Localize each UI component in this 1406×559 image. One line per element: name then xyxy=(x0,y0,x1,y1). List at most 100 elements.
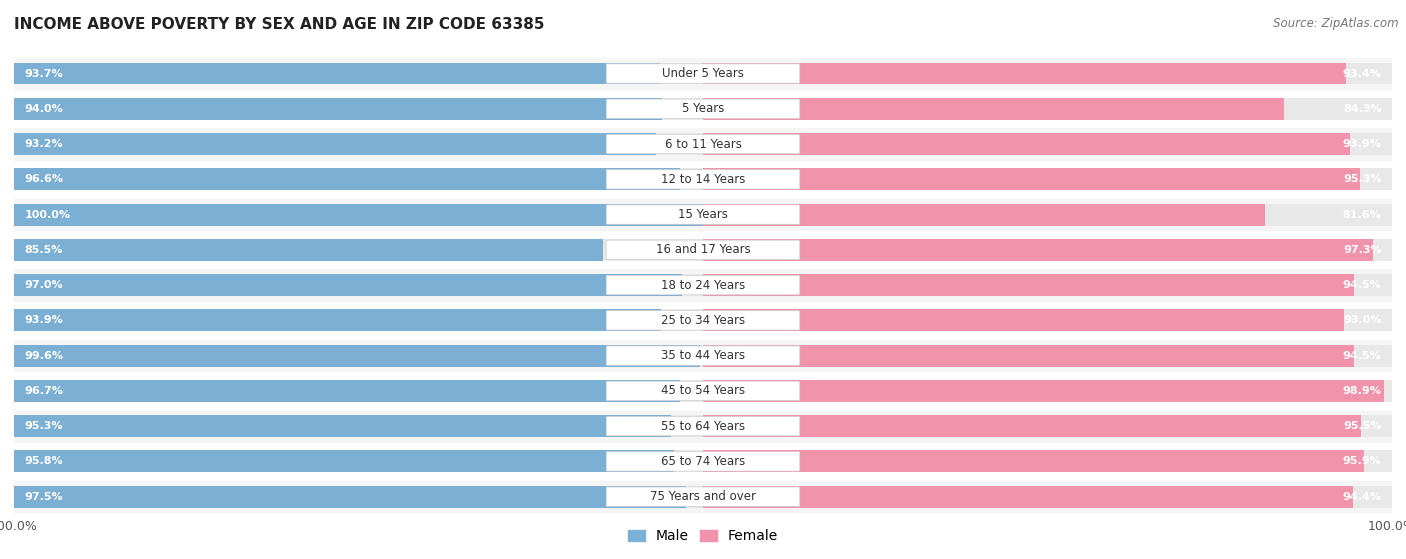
Bar xyxy=(14,168,1392,190)
Bar xyxy=(14,409,1392,444)
Text: 93.9%: 93.9% xyxy=(1343,139,1382,149)
Bar xyxy=(14,415,671,437)
Text: 94.5%: 94.5% xyxy=(1343,280,1382,290)
Bar xyxy=(14,63,659,84)
Bar xyxy=(703,486,1354,508)
FancyBboxPatch shape xyxy=(606,311,800,330)
FancyBboxPatch shape xyxy=(606,487,800,506)
Bar xyxy=(14,451,1392,472)
Bar xyxy=(14,133,657,155)
FancyBboxPatch shape xyxy=(606,99,800,119)
Bar xyxy=(703,380,1385,402)
Bar xyxy=(14,162,1392,197)
Bar xyxy=(14,345,700,367)
Bar xyxy=(14,380,681,402)
Text: 94.5%: 94.5% xyxy=(1343,350,1382,361)
Bar xyxy=(14,98,1392,120)
Bar xyxy=(703,98,1284,120)
Text: 99.6%: 99.6% xyxy=(24,350,63,361)
Bar xyxy=(14,203,703,225)
Bar xyxy=(703,239,1374,260)
Bar xyxy=(14,486,686,508)
Bar xyxy=(14,63,1392,84)
Text: INCOME ABOVE POVERTY BY SEX AND AGE IN ZIP CODE 63385: INCOME ABOVE POVERTY BY SEX AND AGE IN Z… xyxy=(14,17,544,32)
FancyBboxPatch shape xyxy=(606,276,800,295)
Text: 93.7%: 93.7% xyxy=(24,69,63,78)
Bar xyxy=(14,56,1392,91)
Text: 100.0%: 100.0% xyxy=(24,210,70,220)
Text: 95.8%: 95.8% xyxy=(24,456,63,466)
Text: 12 to 14 Years: 12 to 14 Years xyxy=(661,173,745,186)
FancyBboxPatch shape xyxy=(606,452,800,471)
Text: 35 to 44 Years: 35 to 44 Years xyxy=(661,349,745,362)
Bar xyxy=(14,239,603,260)
Text: 97.3%: 97.3% xyxy=(1343,245,1382,255)
Text: 96.7%: 96.7% xyxy=(24,386,63,396)
Bar xyxy=(14,274,1392,296)
FancyBboxPatch shape xyxy=(606,64,800,83)
Bar xyxy=(14,479,1392,514)
Bar xyxy=(14,310,1392,331)
Bar xyxy=(14,380,1392,402)
FancyBboxPatch shape xyxy=(606,346,800,366)
Bar xyxy=(14,203,1392,225)
Bar xyxy=(703,133,1350,155)
FancyBboxPatch shape xyxy=(606,205,800,224)
Bar xyxy=(14,274,682,296)
Bar xyxy=(14,303,1392,338)
FancyBboxPatch shape xyxy=(606,416,800,436)
Text: 95.9%: 95.9% xyxy=(1343,456,1382,466)
Text: 98.9%: 98.9% xyxy=(1343,386,1382,396)
Bar xyxy=(14,168,679,190)
Bar xyxy=(14,345,1392,367)
Text: 93.2%: 93.2% xyxy=(24,139,63,149)
Bar xyxy=(14,444,1392,479)
Text: 65 to 74 Years: 65 to 74 Years xyxy=(661,455,745,468)
Text: 55 to 64 Years: 55 to 64 Years xyxy=(661,420,745,433)
Text: Under 5 Years: Under 5 Years xyxy=(662,67,744,80)
Text: 81.6%: 81.6% xyxy=(1343,210,1382,220)
Bar xyxy=(14,197,1392,232)
Text: 96.6%: 96.6% xyxy=(24,174,63,184)
Text: 97.0%: 97.0% xyxy=(24,280,63,290)
Text: 84.3%: 84.3% xyxy=(1343,104,1382,114)
Text: 6 to 11 Years: 6 to 11 Years xyxy=(665,138,741,150)
Text: 25 to 34 Years: 25 to 34 Years xyxy=(661,314,745,327)
Text: 93.4%: 93.4% xyxy=(1343,69,1382,78)
Text: 97.5%: 97.5% xyxy=(24,492,63,501)
Text: 75 Years and over: 75 Years and over xyxy=(650,490,756,503)
Text: Source: ZipAtlas.com: Source: ZipAtlas.com xyxy=(1274,17,1399,30)
Bar xyxy=(14,232,1392,267)
Bar xyxy=(703,345,1354,367)
FancyBboxPatch shape xyxy=(606,134,800,154)
Text: 85.5%: 85.5% xyxy=(24,245,63,255)
Bar xyxy=(14,133,1392,155)
FancyBboxPatch shape xyxy=(606,381,800,401)
Bar xyxy=(14,373,1392,409)
Bar xyxy=(703,451,1364,472)
Text: 95.5%: 95.5% xyxy=(1343,421,1382,431)
Text: 16 and 17 Years: 16 and 17 Years xyxy=(655,243,751,257)
Legend: Male, Female: Male, Female xyxy=(623,523,783,548)
Bar xyxy=(14,267,1392,303)
Bar xyxy=(14,310,661,331)
FancyBboxPatch shape xyxy=(606,240,800,259)
FancyBboxPatch shape xyxy=(606,169,800,189)
Text: 95.3%: 95.3% xyxy=(1343,174,1382,184)
Bar xyxy=(14,415,1392,437)
Text: 95.3%: 95.3% xyxy=(24,421,63,431)
Bar xyxy=(14,239,1392,260)
Text: 45 to 54 Years: 45 to 54 Years xyxy=(661,385,745,397)
Text: 18 to 24 Years: 18 to 24 Years xyxy=(661,278,745,292)
Bar xyxy=(14,451,673,472)
Bar xyxy=(703,310,1344,331)
Bar xyxy=(703,168,1360,190)
Bar xyxy=(14,338,1392,373)
Bar xyxy=(703,274,1354,296)
Text: 94.4%: 94.4% xyxy=(1343,492,1382,501)
Bar xyxy=(703,203,1265,225)
Text: 15 Years: 15 Years xyxy=(678,208,728,221)
Text: 5 Years: 5 Years xyxy=(682,102,724,115)
Bar xyxy=(14,126,1392,162)
Bar xyxy=(14,91,1392,126)
